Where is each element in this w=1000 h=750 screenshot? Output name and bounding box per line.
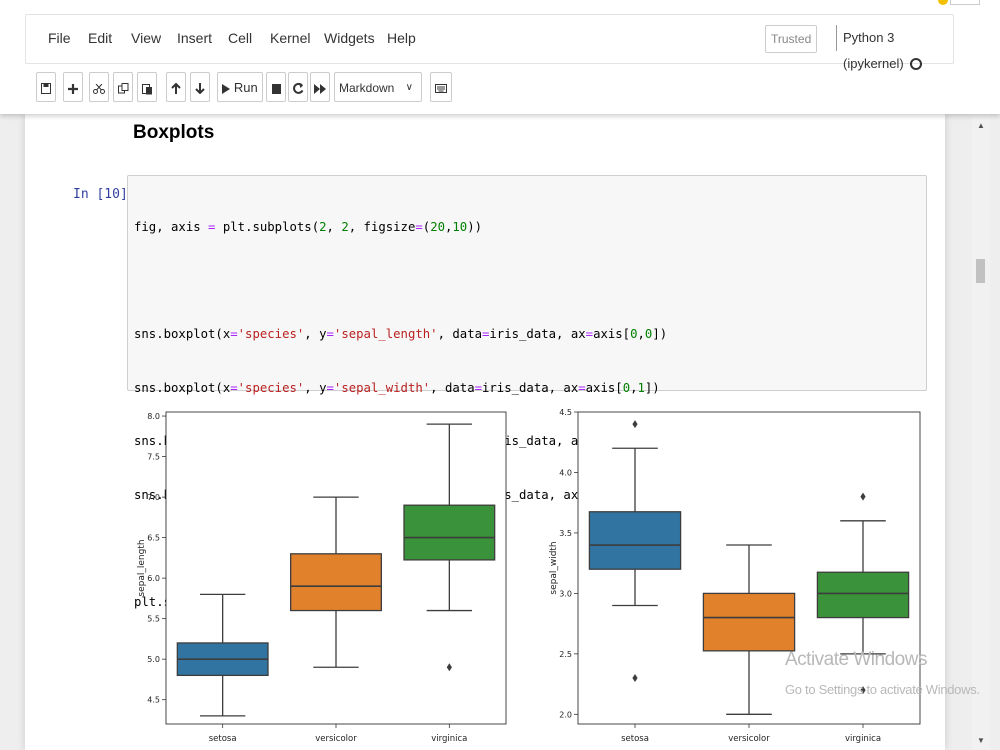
copy-icon <box>117 83 128 94</box>
cell-type-value: Markdown <box>339 81 395 95</box>
outlier-point <box>860 492 866 501</box>
kernel-idle-icon <box>909 58 922 70</box>
chevron-down-icon: ∨ <box>405 82 413 93</box>
command-palette-button[interactable] <box>430 72 452 102</box>
box-virginica <box>816 571 910 619</box>
play-icon <box>222 83 231 94</box>
x-tick-label: setosa <box>621 734 649 744</box>
x-tick-label: virginica <box>845 734 881 744</box>
trusted-badge[interactable]: Trusted <box>765 25 818 53</box>
menu-help[interactable]: Help <box>387 30 416 46</box>
activate-windows-subtitle: Go to Settings to activate Windows. <box>785 682 980 697</box>
menu-view[interactable]: View <box>131 30 162 46</box>
y-axis-label: sepal_length <box>137 539 147 596</box>
code-cell[interactable]: fig, axis = plt.subplots(2, 2, figsize=(… <box>127 175 927 609</box>
y-axis-label: sepal_width <box>549 541 559 594</box>
y-tick-label: 4.5 <box>147 696 160 705</box>
paste-button[interactable] <box>137 72 157 102</box>
y-tick-label: 3.5 <box>559 529 572 538</box>
copy-button[interactable] <box>113 72 133 102</box>
scroll-up-icon[interactable]: ▲ <box>977 121 985 130</box>
stop-icon <box>271 83 281 94</box>
menu-widgets[interactable]: Widgets <box>324 30 375 46</box>
menu-kernel[interactable]: Kernel <box>270 30 311 46</box>
x-tick-label: virginica <box>431 734 467 744</box>
kernel-name: Python 3 (ipykernel) <box>843 30 904 71</box>
arrow-up-icon <box>171 82 181 95</box>
x-tick-label: setosa <box>209 734 237 744</box>
notebook-header: File Edit View Insert Cell Kernel Widget… <box>0 0 1000 114</box>
y-tick-label: 6.5 <box>147 534 160 543</box>
save-icon <box>41 83 51 95</box>
y-tick-label: 3.0 <box>559 589 572 598</box>
boxplot-panel-1: 4.5 5.0 5.5 6.0 6.5 7.0 7.5 8.0 sepal_lengthseto… <box>137 411 507 744</box>
move-down-button[interactable] <box>190 72 210 102</box>
keyboard-icon <box>435 84 447 94</box>
menu-file[interactable]: File <box>48 30 71 46</box>
y-tick-label: 2.5 <box>559 650 572 659</box>
arrow-down-icon <box>195 83 205 95</box>
vertical-scrollbar[interactable]: ▲ ▼ <box>972 114 990 750</box>
markdown-heading: Boxplots <box>133 122 215 143</box>
run-button[interactable]: Run <box>217 72 263 102</box>
input-prompt: In [10]: <box>73 187 136 202</box>
cut-button[interactable] <box>89 72 109 102</box>
header-strip <box>0 0 1000 12</box>
menu-insert[interactable]: Insert <box>177 30 213 46</box>
menu-edit[interactable]: Edit <box>88 30 113 46</box>
box-versicolor <box>290 553 382 612</box>
x-tick-label: versicolor <box>728 734 770 744</box>
activate-windows-title: Activate Windows <box>785 649 927 670</box>
scrollbar-thumb[interactable] <box>976 259 985 283</box>
y-tick-label: 7.0 <box>147 493 160 502</box>
interrupt-button[interactable] <box>266 72 286 102</box>
restart-icon <box>292 82 303 94</box>
y-tick-label: 5.5 <box>147 615 160 624</box>
code-line: fig, axis = plt.subplots(2, 2, figsize=(… <box>134 220 483 234</box>
y-tick-label: 4.0 <box>559 468 572 477</box>
box-versicolor <box>702 592 796 652</box>
scroll-down-icon[interactable]: ▼ <box>977 736 985 745</box>
save-button[interactable] <box>36 72 56 102</box>
y-tick-label: 2.0 <box>559 710 572 719</box>
outlier-point <box>632 674 638 683</box>
insert-cell-button[interactable] <box>63 72 83 102</box>
toolbar: Run Markdown ∨ <box>36 72 966 106</box>
restart-run-all-button[interactable] <box>310 72 330 102</box>
plus-icon <box>68 83 78 94</box>
restart-button[interactable] <box>288 72 308 102</box>
y-tick-label: 5.0 <box>147 655 160 664</box>
scissors-icon <box>93 83 105 94</box>
move-up-button[interactable] <box>166 72 186 102</box>
y-tick-label: 4.5 <box>559 408 572 417</box>
logout-button[interactable] <box>950 0 980 5</box>
outlier-point <box>446 663 452 672</box>
box-virginica <box>403 504 496 561</box>
outlier-point <box>860 686 866 695</box>
menu-cell[interactable]: Cell <box>228 30 253 46</box>
paste-icon <box>141 83 152 95</box>
y-tick-label: 7.5 <box>147 453 160 462</box>
y-tick-label: 8.0 <box>147 412 160 421</box>
x-tick-label: versicolor <box>315 734 357 744</box>
y-tick-label: 6.0 <box>147 574 160 583</box>
code-line: sns.boxplot(x='species', y='sepal_length… <box>134 327 668 342</box>
box-setosa <box>588 511 682 570</box>
cell-type-select[interactable]: Markdown ∨ <box>334 72 422 102</box>
notification-icon[interactable] <box>938 0 948 5</box>
run-label: Run <box>233 80 258 95</box>
outlier-point <box>632 420 638 429</box>
menu-bar: File Edit View Insert Cell Kernel Widget… <box>25 14 954 71</box>
code-line: sns.boxplot(x='species', y='sepal_width'… <box>134 380 660 395</box>
fast-forward-icon <box>314 83 326 94</box>
kernel-status[interactable]: Python 3 (ipykernel) <box>836 25 953 71</box>
